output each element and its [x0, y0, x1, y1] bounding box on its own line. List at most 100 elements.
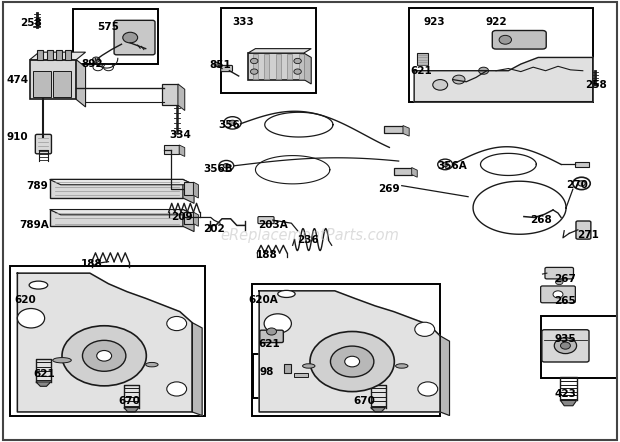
- Circle shape: [345, 356, 360, 367]
- Circle shape: [250, 58, 258, 64]
- Text: 334: 334: [169, 130, 191, 140]
- Circle shape: [573, 177, 590, 190]
- Circle shape: [310, 332, 394, 392]
- Text: 474: 474: [6, 75, 29, 84]
- Ellipse shape: [53, 358, 71, 363]
- Bar: [394, 168, 412, 175]
- Text: 265: 265: [554, 296, 577, 305]
- Text: 268: 268: [529, 215, 552, 225]
- Circle shape: [415, 322, 435, 336]
- Bar: [50, 179, 183, 198]
- Polygon shape: [259, 291, 440, 412]
- Bar: [252, 284, 440, 416]
- Circle shape: [123, 32, 138, 43]
- Bar: [73, 9, 158, 64]
- Text: 202: 202: [203, 224, 225, 234]
- Text: 789: 789: [26, 181, 48, 191]
- Text: 935: 935: [555, 335, 576, 344]
- Text: 923: 923: [423, 17, 445, 27]
- Circle shape: [250, 69, 258, 74]
- Polygon shape: [36, 382, 51, 386]
- Polygon shape: [193, 212, 198, 226]
- Text: 575: 575: [97, 22, 120, 31]
- FancyBboxPatch shape: [492, 30, 546, 49]
- Circle shape: [553, 291, 563, 298]
- Text: 236: 236: [296, 236, 319, 245]
- Circle shape: [556, 279, 563, 285]
- Bar: [541, 316, 617, 378]
- Text: 356B: 356B: [203, 164, 233, 174]
- Text: 621: 621: [410, 66, 433, 76]
- Bar: [264, 54, 269, 79]
- FancyBboxPatch shape: [35, 134, 51, 154]
- Circle shape: [264, 314, 291, 333]
- Polygon shape: [183, 210, 194, 232]
- Text: 258: 258: [20, 18, 42, 28]
- Bar: [409, 8, 593, 102]
- Bar: [221, 8, 316, 93]
- Text: 188: 188: [81, 259, 103, 269]
- Text: 269: 269: [379, 184, 400, 194]
- Bar: [284, 364, 291, 373]
- Circle shape: [224, 117, 241, 129]
- Circle shape: [219, 160, 234, 171]
- Bar: [65, 50, 71, 60]
- Circle shape: [167, 382, 187, 396]
- Bar: [288, 54, 293, 79]
- FancyBboxPatch shape: [114, 20, 155, 55]
- Text: 670: 670: [118, 396, 140, 406]
- Polygon shape: [178, 84, 185, 110]
- Circle shape: [229, 120, 236, 126]
- Circle shape: [560, 342, 570, 349]
- Polygon shape: [440, 336, 450, 415]
- FancyBboxPatch shape: [221, 65, 232, 72]
- Circle shape: [479, 67, 489, 74]
- Bar: [253, 54, 258, 79]
- Text: 910: 910: [7, 132, 28, 142]
- Bar: [164, 145, 179, 154]
- Text: 333: 333: [232, 17, 255, 27]
- Text: 267: 267: [554, 274, 577, 284]
- Polygon shape: [193, 182, 198, 198]
- Text: 423: 423: [554, 389, 577, 399]
- Circle shape: [223, 164, 229, 168]
- Circle shape: [438, 159, 453, 170]
- Circle shape: [294, 69, 301, 74]
- Circle shape: [214, 62, 220, 67]
- Circle shape: [17, 309, 45, 328]
- Text: 620A: 620A: [249, 295, 278, 305]
- Text: 621: 621: [259, 339, 281, 349]
- Bar: [162, 84, 178, 105]
- Bar: [50, 210, 183, 226]
- Ellipse shape: [396, 364, 408, 368]
- Circle shape: [97, 351, 112, 361]
- Bar: [575, 162, 589, 167]
- Bar: [248, 53, 304, 80]
- Text: 188: 188: [255, 251, 278, 260]
- Polygon shape: [403, 126, 409, 136]
- Text: 203A: 203A: [258, 221, 288, 230]
- Circle shape: [554, 338, 577, 354]
- Circle shape: [442, 162, 448, 167]
- Circle shape: [499, 35, 511, 44]
- FancyBboxPatch shape: [545, 267, 574, 279]
- Text: 670: 670: [353, 396, 376, 406]
- Ellipse shape: [29, 281, 48, 289]
- Polygon shape: [17, 273, 192, 412]
- Polygon shape: [179, 145, 185, 156]
- Polygon shape: [192, 323, 202, 415]
- Text: 356A: 356A: [438, 161, 467, 171]
- Polygon shape: [414, 57, 593, 102]
- Bar: [56, 50, 62, 60]
- Text: 258: 258: [585, 80, 608, 90]
- Text: eReplacementParts.com: eReplacementParts.com: [221, 228, 399, 243]
- Circle shape: [82, 340, 126, 371]
- Bar: [10, 266, 205, 416]
- Polygon shape: [183, 179, 194, 203]
- Ellipse shape: [303, 364, 315, 368]
- Bar: [276, 54, 281, 79]
- Circle shape: [330, 346, 374, 377]
- Polygon shape: [560, 400, 577, 406]
- Polygon shape: [30, 52, 86, 60]
- Text: 270: 270: [565, 180, 588, 190]
